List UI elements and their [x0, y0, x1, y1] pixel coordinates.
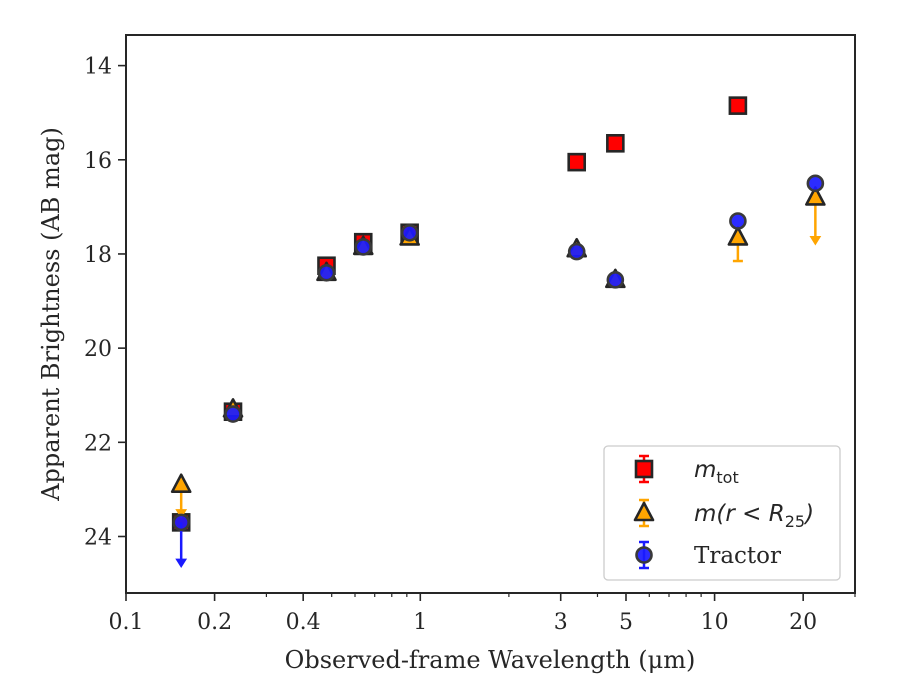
y-tick-label: 22: [84, 431, 112, 456]
legend-marker-circle: [635, 546, 653, 564]
data-point-circle: [317, 263, 336, 282]
data-point-circle: [606, 271, 625, 289]
upper-limit-arrowhead: [175, 558, 188, 569]
data-point-circle: [224, 405, 242, 423]
x-tick-label: 1: [413, 610, 427, 635]
legend-marker-square: [634, 459, 654, 479]
data-point-circle: [806, 174, 825, 193]
data-point-square: [728, 96, 748, 115]
x-tick-label: 5: [619, 610, 633, 635]
data-point-circle: [729, 212, 747, 230]
x-tick-label: 10: [701, 610, 729, 635]
legend-label: mtot: [694, 457, 739, 487]
y-tick-label: 20: [84, 337, 112, 362]
data-point-circle: [354, 238, 373, 256]
x-tick-label: 3: [554, 610, 568, 635]
data-point-triangle: [170, 473, 192, 493]
x-tick-label: 0.2: [197, 610, 232, 635]
y-tick-label: 18: [84, 243, 112, 268]
data-point-circle: [400, 223, 419, 242]
data-point-circle: [172, 513, 190, 532]
data-marks: [170, 96, 826, 569]
y-tick-label: 16: [84, 149, 112, 174]
data-point-triangle: [805, 186, 826, 206]
plot-frame: [125, 34, 856, 594]
x-tick-label: 20: [789, 610, 817, 635]
legend-marker-triangle: [633, 501, 655, 522]
x-axis-label: Observed-frame Wavelength (μm): [285, 646, 696, 674]
x-tick-label: 0.1: [109, 610, 144, 635]
series-circle: [172, 174, 825, 569]
x-tick-label: 0.4: [286, 610, 321, 635]
data-point-triangle: [727, 226, 749, 246]
legend-label: Tractor: [694, 543, 781, 569]
legend-box: [603, 445, 841, 581]
data-point-square: [567, 152, 587, 172]
data-point-square: [606, 134, 625, 153]
y-axis-label: Apparent Brightness (AB mag): [37, 127, 65, 502]
y-tick-label: 14: [84, 55, 112, 80]
y-tick-label: 24: [84, 525, 112, 550]
data-point-circle: [567, 242, 586, 261]
upper-limit-arrowhead: [809, 236, 822, 246]
axis-ticks: 0.1 0.2 0.4 1 3 5 10 20 14 16 18 20 22 24: [84, 55, 856, 635]
